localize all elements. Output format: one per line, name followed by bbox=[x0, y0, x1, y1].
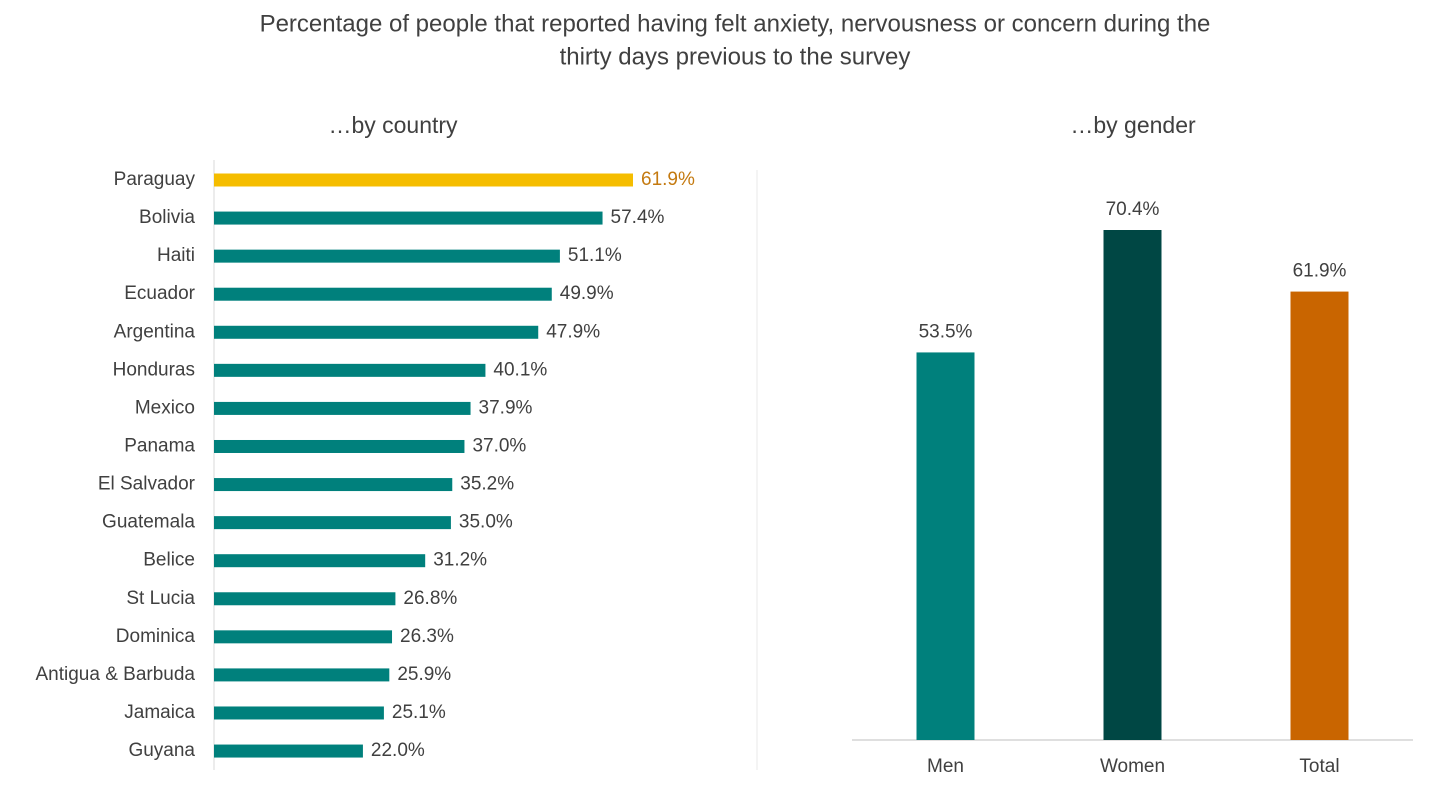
bar bbox=[1103, 230, 1162, 740]
value-label: 40.1% bbox=[493, 359, 547, 380]
category-label: Antigua & Barbuda bbox=[35, 664, 195, 685]
value-label: 47.9% bbox=[546, 321, 600, 342]
value-label: 61.9% bbox=[641, 169, 695, 190]
value-label: 26.3% bbox=[400, 626, 454, 647]
bar bbox=[214, 554, 426, 568]
bar bbox=[214, 363, 486, 377]
value-label: 70.4% bbox=[1106, 199, 1160, 220]
category-label: Ecuador bbox=[124, 283, 195, 304]
bar bbox=[214, 744, 363, 758]
bar bbox=[214, 249, 560, 263]
bar bbox=[214, 325, 539, 339]
title-line: thirty days previous to the survey bbox=[560, 43, 911, 70]
value-label: 22.0% bbox=[371, 740, 425, 761]
value-label: 25.1% bbox=[392, 702, 446, 723]
category-label: Guatemala bbox=[102, 512, 195, 533]
value-label: 31.2% bbox=[433, 550, 487, 571]
bar bbox=[214, 401, 471, 415]
title-line: Percentage of people that reported havin… bbox=[260, 10, 1211, 37]
category-label: Mexico bbox=[135, 397, 195, 418]
bar bbox=[214, 211, 603, 225]
value-label: 37.0% bbox=[472, 436, 526, 457]
value-label: 25.9% bbox=[397, 664, 451, 685]
category-label: Haiti bbox=[157, 245, 195, 266]
value-label: 53.5% bbox=[919, 321, 973, 342]
value-label: 37.9% bbox=[479, 397, 533, 418]
category-label: El Salvador bbox=[98, 474, 196, 495]
category-label: Dominica bbox=[116, 626, 196, 647]
category-label: Paraguay bbox=[114, 169, 196, 190]
category-label: Total bbox=[1299, 756, 1339, 777]
bar bbox=[214, 516, 451, 530]
bar bbox=[214, 592, 396, 606]
bar bbox=[214, 630, 393, 644]
value-label: 49.9% bbox=[560, 283, 614, 304]
value-label: 26.8% bbox=[403, 588, 457, 609]
value-label: 51.1% bbox=[568, 245, 622, 266]
bar bbox=[1290, 291, 1349, 740]
bar bbox=[214, 439, 465, 453]
bar bbox=[214, 478, 453, 492]
chart-subtitle: …by gender bbox=[1070, 112, 1196, 138]
category-label: Belice bbox=[143, 550, 195, 571]
value-label: 61.9% bbox=[1293, 261, 1347, 282]
bar bbox=[214, 706, 384, 720]
category-label: St Lucia bbox=[126, 588, 195, 609]
bar bbox=[214, 173, 633, 187]
category-label: Jamaica bbox=[124, 702, 195, 723]
chart-subtitle: …by country bbox=[328, 112, 458, 138]
category-label: Argentina bbox=[114, 321, 196, 342]
value-label: 35.0% bbox=[459, 512, 513, 533]
bar bbox=[214, 668, 390, 682]
category-label: Guyana bbox=[128, 740, 195, 761]
category-label: Bolivia bbox=[139, 207, 195, 228]
bar bbox=[214, 287, 552, 301]
category-label: Women bbox=[1100, 756, 1165, 777]
value-label: 35.2% bbox=[460, 474, 514, 495]
category-label: Men bbox=[927, 756, 964, 777]
value-label: 57.4% bbox=[611, 207, 665, 228]
category-label: Honduras bbox=[113, 359, 195, 380]
category-label: Panama bbox=[124, 436, 195, 457]
bar bbox=[916, 352, 975, 740]
